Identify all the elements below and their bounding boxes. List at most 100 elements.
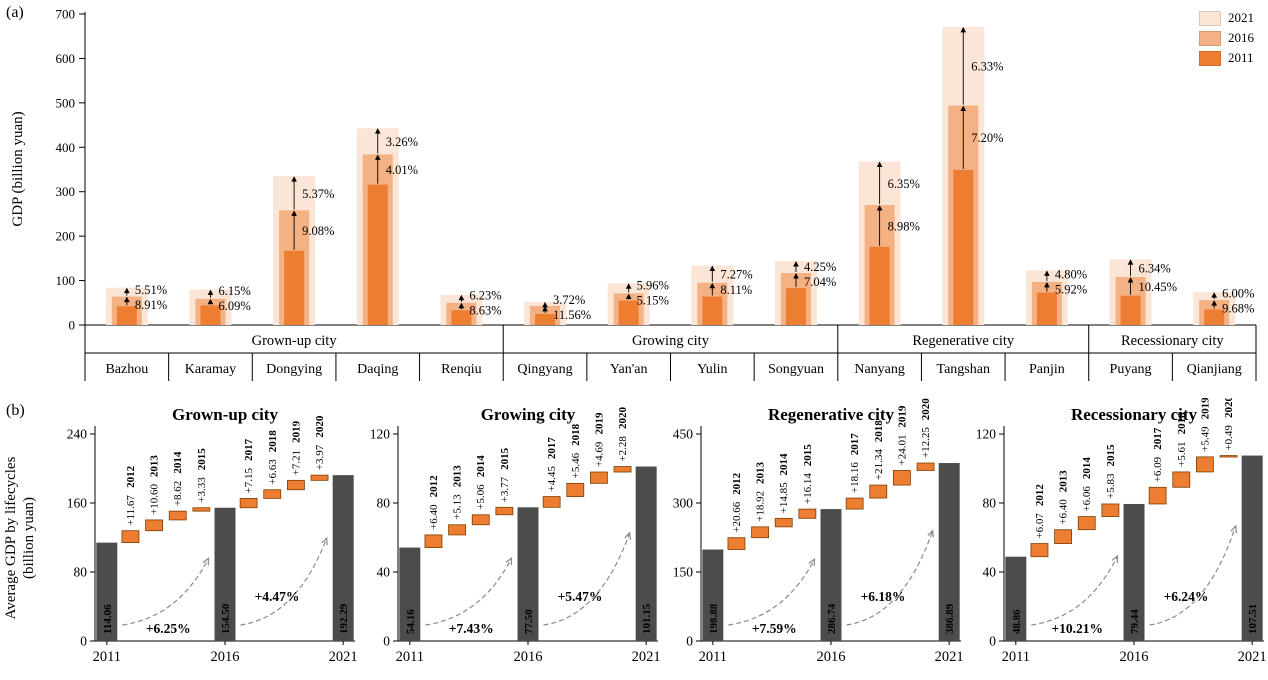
trend-arrow [543,532,631,626]
x-tick-label: 2011 [93,649,121,665]
milestone-value-2016: 77.50 [523,609,535,634]
step-label-2019: +7.21 [290,450,302,475]
subplot-title: Growing city [481,405,576,424]
y-tick-label: 120 [370,427,391,442]
bar-2011-Tangshan [953,169,974,325]
milestone-bar-2021 [635,466,657,641]
growth-label-lower: 7.04% [804,275,836,289]
y-tick-label: 40 [983,565,997,580]
bar-2011-Yulin [702,296,723,325]
growth-annotation-1: +10.21% [1051,621,1103,636]
step-year-2013: 2013 [149,455,161,478]
growth-arrowhead [709,265,716,271]
step-label-2012: +11.67 [125,495,137,526]
trend-arrowhead [321,536,328,546]
step-bar-2020 [1219,455,1238,458]
x-tick-label: 2021 [935,649,964,665]
growth-arrowhead [1127,277,1134,283]
legend-swatch-2016-icon [1199,30,1221,46]
step-label-2014: +14.85 [778,482,790,513]
step-year-2017: 2017 [1152,427,1164,450]
y-tick-label: 80 [74,565,88,580]
step-year-2013: 2013 [1058,470,1070,493]
y-tick-label: 450 [673,427,694,442]
y-tick-label: 160 [67,496,88,511]
growth-label-upper: 4.25% [804,260,836,274]
step-label-2017: +7.15 [243,467,255,493]
milestone-bar-2016 [820,509,842,641]
city-label: Renqiu [441,362,481,377]
step-label-2013: +5.13 [452,494,464,520]
trend-arrowhead [202,557,210,566]
step-year-2012: 2012 [731,472,743,495]
y-tick-label: 0 [686,634,693,649]
growth-label-upper: 6.15% [218,284,250,298]
city-label: Qianjiang [1187,362,1242,377]
step-bar-2017 [845,497,864,510]
growth-label-lower: 5.92% [1055,283,1087,297]
milestone-value-2016: 79.44 [1129,609,1141,634]
legend-item-2016: 2016 [1199,30,1254,46]
y-tick-label: 100 [56,273,76,288]
step-year-2015: 2015 [499,447,511,470]
step-bar-2020 [310,474,329,481]
panel-b-y-axis-title: Average GDP by lifecycles (billion yuan) [2,420,38,656]
trend-arrowhead [1230,524,1238,534]
step-label-2019: +4.69 [593,441,605,467]
step-bar-2015 [1101,503,1120,517]
step-bar-2014 [471,514,490,526]
legend-item-2021: 2021 [1199,10,1254,26]
growth-arrowhead [291,176,297,182]
growth-annotation-1: +7.43% [449,621,494,636]
growth-annotation-2: +5.47% [558,589,603,604]
milestone-value-2011: 198.88 [708,603,720,634]
y-tick-label: 40 [377,565,391,580]
x-tick-label: 2011 [1002,649,1030,665]
step-bar-2020 [613,466,632,473]
trend-arrow [425,557,513,626]
legend: 2021 2016 2011 [1199,10,1254,66]
step-bar-2018 [566,482,585,497]
growth-label-lower: 9.68% [1222,301,1254,315]
growth-label-upper: 5.51% [135,283,167,297]
x-tick-label: 2021 [329,649,358,665]
y-tick-label: 700 [56,7,76,22]
growth-label-lower: 6.09% [218,299,250,313]
growth-arrowhead [458,294,465,301]
step-label-2012: +20.66 [731,501,743,532]
growth-label-upper: 3.72% [553,293,585,307]
growth-label-upper: 6.00% [1222,286,1254,300]
step-label-2015: +5.83 [1105,473,1117,499]
y-tick-label: 300 [56,184,76,199]
x-tick-label: 2016 [514,649,543,665]
bar-2011-Yan'an [618,300,639,325]
milestone-bar-2011 [399,547,421,641]
growth-arrowhead [374,128,381,134]
city-label: Songyuan [768,362,824,377]
step-bar-2018 [869,484,888,499]
step-year-2014: 2014 [172,451,184,474]
step-year-2019: 2019 [290,420,302,443]
step-year-2015: 2015 [802,444,814,467]
growth-label-upper: 6.34% [1139,262,1171,276]
growth-label-upper: 5.37% [302,187,334,201]
group-label: Regenerative city [912,333,1015,349]
y-tick-label: 400 [56,140,76,155]
step-year-2018: 2018 [267,430,279,453]
step-label-2015: +3.77 [499,476,511,502]
step-year-2020: 2020 [920,398,932,420]
city-label: Yan'an [610,362,648,377]
trend-arrow [122,558,210,626]
legend-label-2016: 2016 [1228,30,1254,45]
step-label-2013: +6.40 [1058,499,1070,525]
bar-2011-Daqing [367,184,388,325]
subplot-title: Grown-up city [172,405,278,424]
group-label: Recessionary city [1121,333,1224,349]
step-bar-2013 [751,526,769,539]
growth-arrowhead [625,293,632,299]
panel-b-y-axis-title-line1: Average GDP by lifecycles [3,456,19,620]
milestone-bar-2021 [938,463,960,641]
city-label: Nanyang [854,362,905,377]
growth-label-lower: 11.56% [553,308,591,322]
panel-a: (a) GDP (billion yuan) 0 100 200 300 400 500 6… [6,4,1257,381]
